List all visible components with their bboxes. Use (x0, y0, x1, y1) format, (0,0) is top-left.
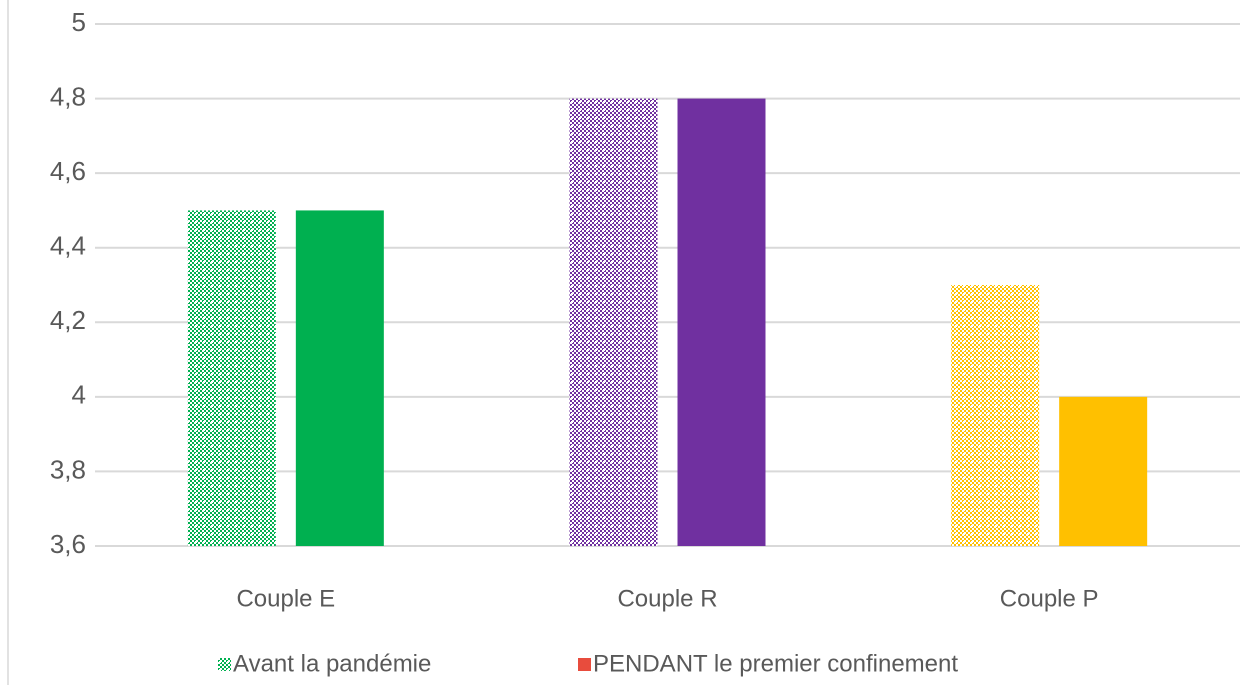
bar (677, 98, 766, 547)
legend-label: Avant la pandémie (233, 650, 431, 677)
legend-swatch (218, 658, 231, 671)
legend-label: PENDANT le premier confinement (593, 650, 958, 677)
bar (295, 210, 384, 546)
y-tick-label: 4,4 (50, 231, 86, 261)
x-tick-label: Couple E (236, 585, 335, 612)
y-tick-label: 3,6 (50, 529, 86, 559)
legend-swatch (578, 658, 591, 671)
y-tick-label: 4,8 (50, 81, 86, 111)
bar (1059, 396, 1148, 546)
y-tick-label: 3,8 (50, 454, 86, 484)
y-tick-label: 5 (72, 7, 86, 37)
y-tick-label: 4,6 (50, 156, 86, 186)
bar (569, 98, 658, 547)
x-tick-label: Couple R (617, 585, 717, 612)
x-tick-label: Couple P (1000, 585, 1099, 612)
y-tick-label: 4 (72, 380, 86, 410)
bar (187, 210, 276, 546)
bar (951, 285, 1040, 546)
y-tick-label: 4,2 (50, 305, 86, 335)
